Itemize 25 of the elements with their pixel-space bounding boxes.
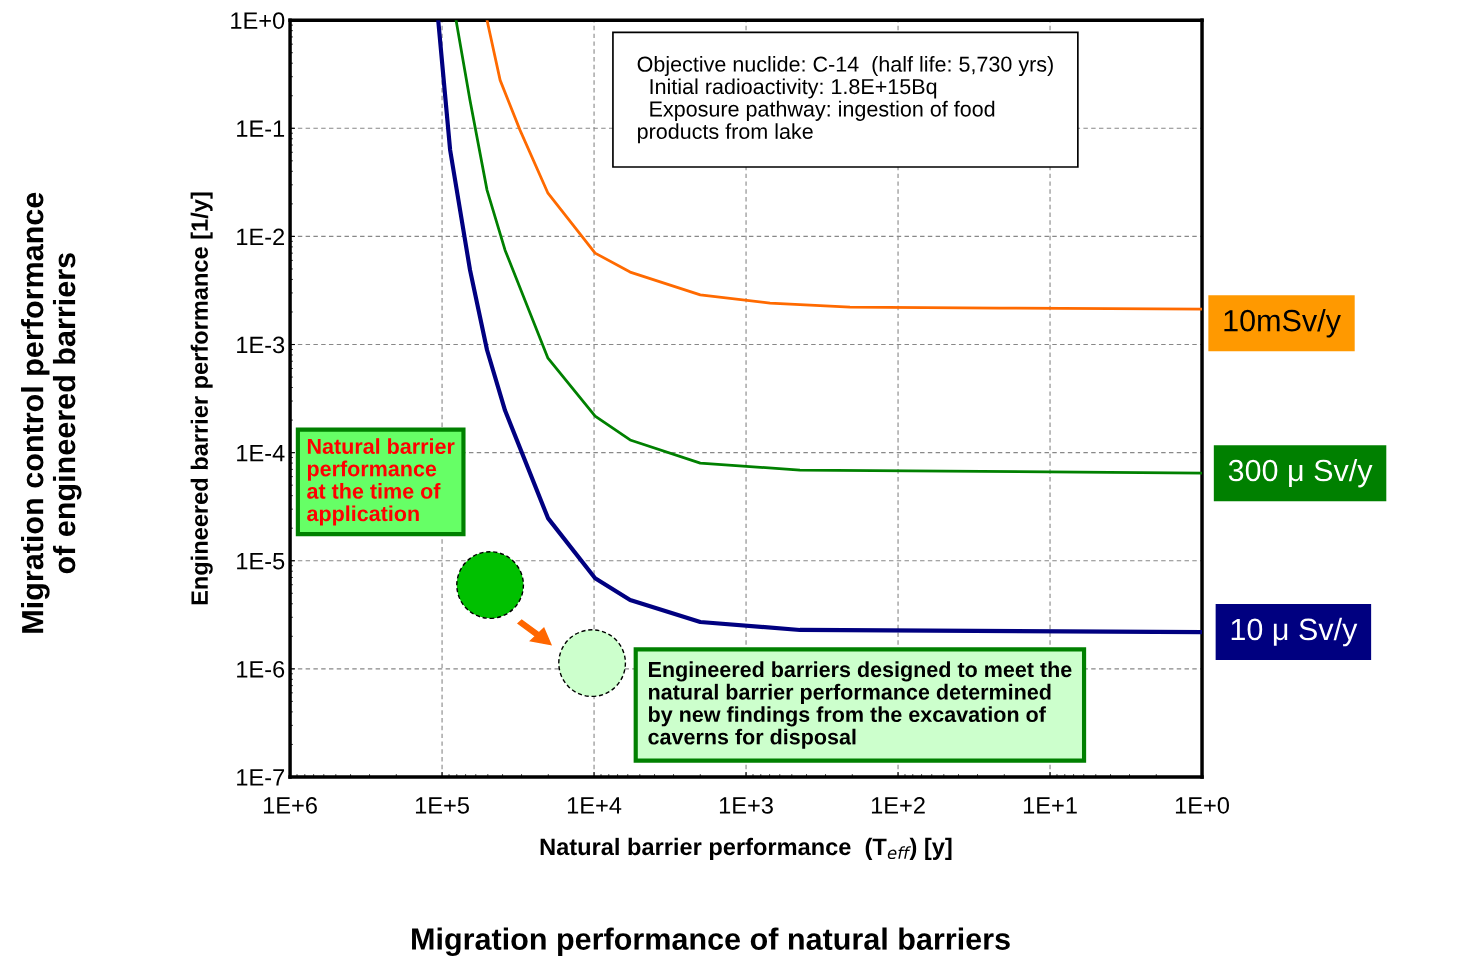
series-label: 10mSv/y: [1224, 309, 1341, 338]
x-tick-label: 1E+6: [263, 797, 317, 814]
annotation: Engineered barriers designed to meet the natural barrier performance determined by new findings from the excavation of caverns for disposal: [648, 661, 1072, 749]
series-label: 300 μ Sv/y: [1228, 458, 1373, 488]
y-tick-label: 1E-5: [237, 553, 285, 570]
text: Migration control performance of engineered barriers: [21, 192, 82, 633]
text: Migration performance of natural barriers: [412, 927, 1010, 957]
annotation: Objective nuclide: C-14 (half life: 5,730 yrs) Initial radioactivity: 1.8E+15Bq Exposure pathway: ingestion of food products from lake: [637, 56, 1053, 144]
series-label: 10 μ Sv/y: [1231, 617, 1358, 647]
x-tick-label: 1E+5: [415, 797, 469, 814]
y-tick-label: 1E-7: [237, 769, 285, 786]
x-axis-title: Natural barrier performance (T$_{eff}$) [y]: [540, 837, 952, 860]
y-tick-label: 1E-1: [237, 120, 285, 137]
x-tick-label: 1E+3: [719, 797, 773, 814]
annotation: Natural barrier performance at the time of application: [307, 438, 455, 526]
x-tick-label: 1E+1: [1023, 797, 1077, 814]
y-tick-label: 1E-6: [237, 660, 285, 678]
x-tick-label: 1E+0: [1175, 797, 1230, 814]
x-tick-label: 1E+2: [871, 797, 925, 814]
x-tick-label: 1E+4: [567, 797, 622, 814]
y-tick-label: 1E-4: [237, 444, 285, 462]
y-tick-label: 1E+0: [231, 12, 285, 29]
y-tick-label: 1E-2: [237, 228, 285, 245]
y-tick-label: 1E-3: [237, 336, 285, 354]
y-axis-title: Engineered barrier performance [1/y]: [190, 192, 213, 605]
